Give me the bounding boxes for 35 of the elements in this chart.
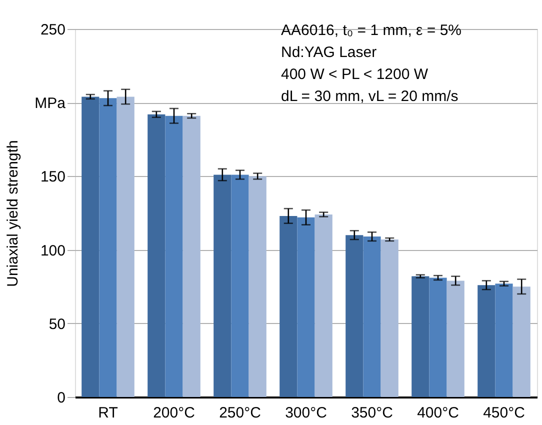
bar xyxy=(346,235,364,397)
annotation: AA6016, t₀ = 1 mm, ε = 5% xyxy=(281,22,462,39)
x-tick-label: 250°C xyxy=(219,404,262,422)
annotation: Nd:YAG Laser xyxy=(281,44,377,61)
y-tick-label: MPa xyxy=(34,95,66,112)
bar xyxy=(248,176,266,397)
bar xyxy=(116,96,134,397)
x-tick-label: 350°C xyxy=(351,404,394,422)
x-tick-label: 400°C xyxy=(417,404,460,422)
bar xyxy=(214,174,232,397)
bar xyxy=(182,116,200,397)
x-tick-label: 300°C xyxy=(285,404,328,422)
y-tick-label: 100 xyxy=(40,242,66,260)
annotation: dL = 30 mm, vL = 20 mm/s xyxy=(281,88,458,105)
bar xyxy=(363,236,381,397)
bar xyxy=(478,285,496,397)
y-tick-label: 150 xyxy=(40,168,66,186)
bar xyxy=(231,174,249,397)
bar xyxy=(446,280,464,397)
y-tick-label: 250 xyxy=(40,22,66,38)
y-tick-label: 0 xyxy=(57,390,66,406)
y-axis-title: Uniaxial yield strength xyxy=(4,140,22,287)
y-tick-label: 50 xyxy=(48,316,66,333)
bar xyxy=(99,98,117,397)
x-tick-label: RT xyxy=(98,404,118,422)
bar xyxy=(165,116,183,397)
x-tick-label: 200°C xyxy=(153,404,196,422)
bar xyxy=(297,217,315,397)
bar xyxy=(314,214,332,397)
bar xyxy=(280,216,298,397)
bar xyxy=(148,114,166,397)
x-tick-label: 450°C xyxy=(483,404,526,422)
bar xyxy=(412,276,430,397)
bar xyxy=(512,286,530,397)
annotation: 400 W < PL < 1200 W xyxy=(281,66,429,83)
